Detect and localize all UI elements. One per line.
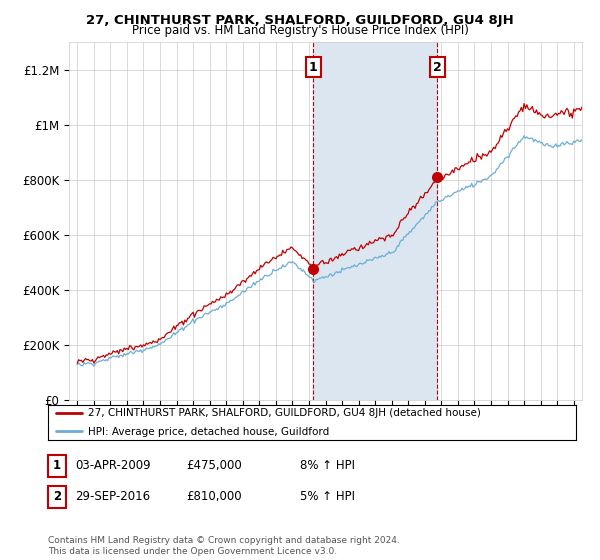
Bar	[313, 42, 437, 400]
Text: 8% ↑ HPI: 8% ↑ HPI	[300, 459, 355, 473]
Text: Price paid vs. HM Land Registry's House Price Index (HPI): Price paid vs. HM Land Registry's House …	[131, 24, 469, 37]
Text: 1: 1	[309, 60, 317, 73]
Text: £810,000: £810,000	[186, 490, 242, 503]
Text: 2: 2	[433, 60, 442, 73]
Text: 27, CHINTHURST PARK, SHALFORD, GUILDFORD, GU4 8JH: 27, CHINTHURST PARK, SHALFORD, GUILDFORD…	[86, 14, 514, 27]
Text: £475,000: £475,000	[186, 459, 242, 473]
Text: HPI: Average price, detached house, Guildford: HPI: Average price, detached house, Guil…	[88, 427, 329, 437]
Text: 29-SEP-2016: 29-SEP-2016	[75, 490, 150, 503]
Text: 5% ↑ HPI: 5% ↑ HPI	[300, 490, 355, 503]
Text: 1: 1	[53, 459, 61, 473]
Text: 03-APR-2009: 03-APR-2009	[75, 459, 151, 473]
Text: 27, CHINTHURST PARK, SHALFORD, GUILDFORD, GU4 8JH (detached house): 27, CHINTHURST PARK, SHALFORD, GUILDFORD…	[88, 408, 481, 418]
Text: Contains HM Land Registry data © Crown copyright and database right 2024.
This d: Contains HM Land Registry data © Crown c…	[48, 536, 400, 556]
Text: 2: 2	[53, 490, 61, 503]
